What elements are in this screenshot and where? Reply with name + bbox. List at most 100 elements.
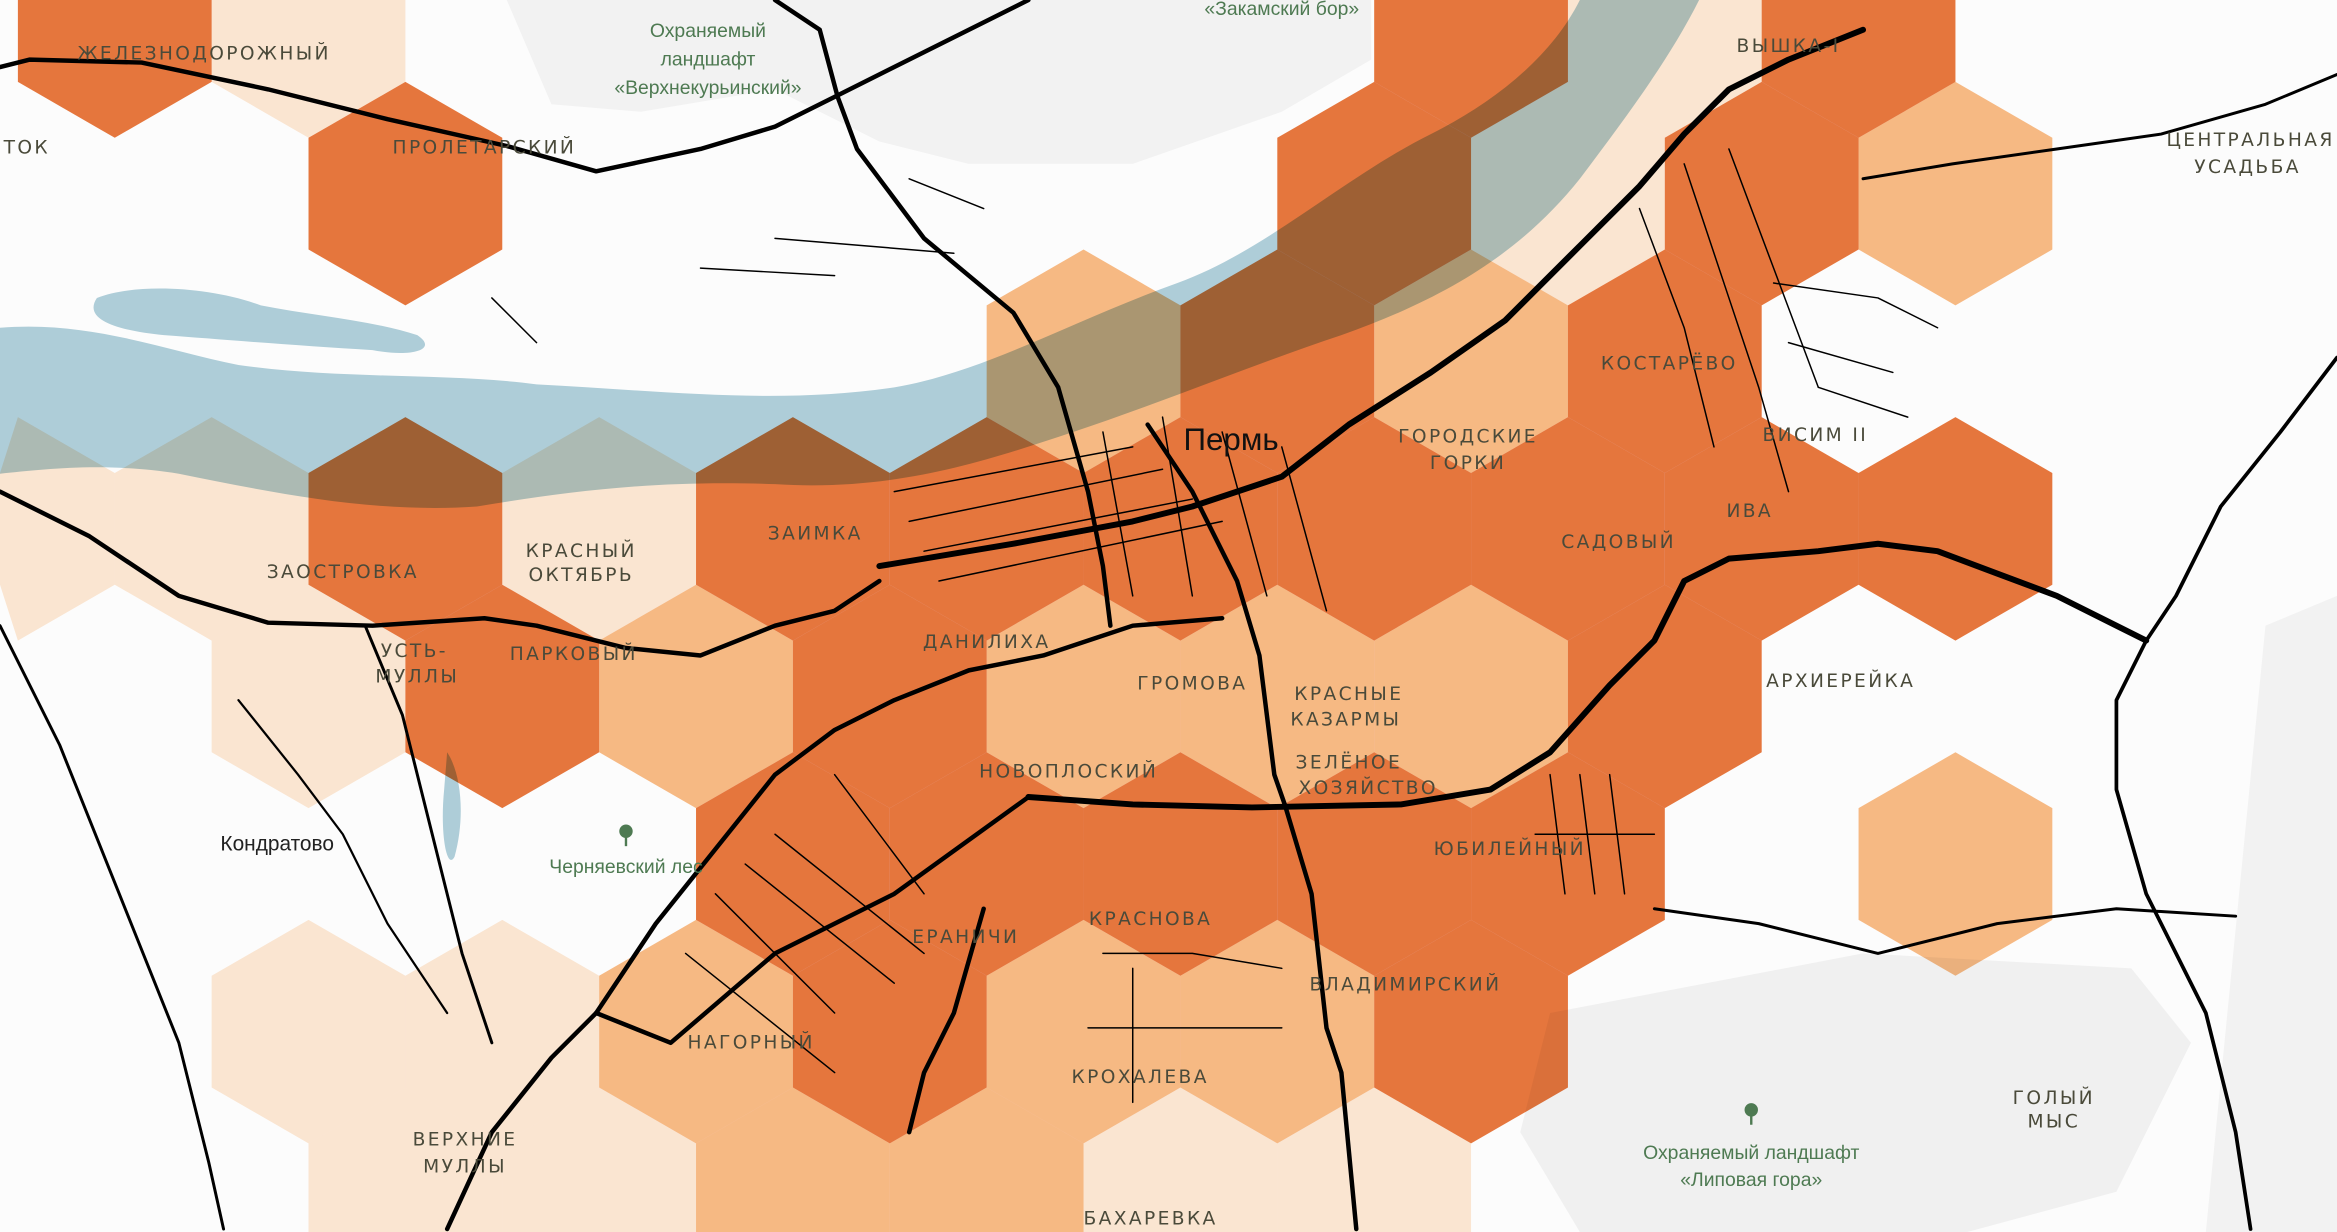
hex-cell-level-3[interactable] <box>696 417 890 641</box>
hex-cell-level-3[interactable] <box>1180 249 1375 473</box>
protected-area-lipovaya <box>1520 953 2191 1232</box>
label-krokhaleva: КРОХАЛЕВА <box>1072 1067 1209 1088</box>
label-zaimka: ЗАИМКА <box>768 523 863 544</box>
hex-cell-level-3[interactable] <box>792 584 987 809</box>
hex-cell-level-3[interactable] <box>1277 417 1472 641</box>
hex-cell-level-2[interactable] <box>1374 584 1568 809</box>
label-goly-2: МЫС <box>2027 1112 2080 1133</box>
tree-icon <box>1744 1103 1758 1125</box>
hex-cell-level-2[interactable] <box>1180 919 1375 1144</box>
hex-cell-level-2[interactable] <box>986 584 1181 809</box>
hex-cell-level-3[interactable] <box>1567 249 1762 473</box>
label-novoplosky: НОВОПЛОСКИЙ <box>979 760 1158 783</box>
label-vyshka: ВЫШКА-I <box>1737 36 1841 57</box>
hex-cell-level-3[interactable] <box>308 81 503 306</box>
hex-cell-level-1[interactable] <box>502 1087 697 1232</box>
hex-cell-level-1[interactable] <box>502 417 697 641</box>
river-lake <box>93 288 426 354</box>
label-verkhnekurinsky-3: «Верхнекурьинский» <box>614 77 801 99</box>
district-labels: ЖЕЛЕЗНОДОРОЖНЫЙ ПРОЛЕТАРСКИЙ ТОК ВЫШКА-I… <box>3 36 2334 1230</box>
protected-area-right <box>2205 595 2337 1232</box>
label-krasny-2: ОКТЯБРЬ <box>528 565 634 586</box>
label-city-perm[interactable]: Пермь <box>1184 422 1279 457</box>
label-gorodskie-1: ГОРОДСКИЕ <box>1398 426 1538 447</box>
label-ust-1: УСТЬ- <box>381 641 448 662</box>
hex-cell-level-1[interactable] <box>211 584 406 809</box>
hex-cell-level-3[interactable] <box>1277 81 1472 306</box>
hex-cell-level-1[interactable] <box>211 919 406 1144</box>
hex-cell-level-2[interactable] <box>599 584 793 809</box>
hex-cell-level-3[interactable] <box>17 0 212 138</box>
label-danilikha: ДАНИЛИХА <box>923 632 1051 653</box>
label-yubileyny: ЮБИЛЕЙНЫЙ <box>1434 837 1586 860</box>
label-vladimirsky: ВЛАДИМИРСКИЙ <box>1310 973 1502 996</box>
label-krasnova: КРАСНОВА <box>1089 909 1212 930</box>
label-verkhnekurinsky-1: Охраняемый <box>650 20 766 42</box>
hex-cell-level-3[interactable] <box>889 417 1084 641</box>
hex-cell-level-2[interactable] <box>889 1087 1084 1232</box>
hex-cell-level-3[interactable] <box>1761 0 1956 138</box>
label-visim: ВИСИМ II <box>1763 425 1869 446</box>
hex-cell-level-2[interactable] <box>1858 752 2053 976</box>
hex-cell-level-3[interactable] <box>1374 919 1568 1144</box>
label-verkhnekurinsky-2: ландшафт <box>661 49 756 71</box>
label-goly-1: ГОЛЫЙ <box>2013 1086 2095 1109</box>
hex-cell-level-3[interactable] <box>1471 417 1665 641</box>
label-kostarevo: КОСТАРЁВО <box>1601 351 1738 374</box>
label-eranichi: ЕРАНИЧИ <box>912 927 1019 948</box>
hex-cell-level-2[interactable] <box>1858 81 2053 306</box>
hex-cell-level-3[interactable] <box>1374 0 1568 138</box>
label-tsentralnaya-2: УСАДЬБА <box>2194 157 2301 178</box>
hex-cell-level-1[interactable] <box>1471 81 1665 306</box>
label-sadovy: САДОВЫЙ <box>1561 530 1676 553</box>
label-lipovaya-1: Охраняемый ландшафт <box>1643 1142 1859 1164</box>
hex-cell-level-2[interactable] <box>1180 584 1375 809</box>
label-lipovaya-2: «Липовая гора» <box>1680 1169 1822 1191</box>
hex-cell-level-2[interactable] <box>696 1087 890 1232</box>
label-zelenoe-1: ЗЕЛЁНОЕ <box>1296 751 1403 774</box>
hex-cell-level-1[interactable] <box>308 1087 503 1232</box>
hex-cell-level-3[interactable] <box>1664 417 1859 641</box>
hex-cell-level-3[interactable] <box>405 584 600 809</box>
label-kazarmy-1: КРАСНЫЕ <box>1294 684 1403 705</box>
label-krasny-1: КРАСНЫЙ <box>526 539 637 562</box>
label-town-kondratovo[interactable]: Кондратово <box>220 833 334 856</box>
label-bakharevka: БАХАРЕВКА <box>1084 1209 1218 1230</box>
label-iva: ИВА <box>1726 501 1773 522</box>
hex-cell-level-3[interactable] <box>792 919 987 1144</box>
label-zakamsky: «Закамский бор» <box>1204 0 1359 20</box>
hex-cell-level-3[interactable] <box>1567 584 1762 809</box>
label-verkhnie-1: ВЕРХНИЕ <box>413 1130 518 1151</box>
hex-cell-level-2[interactable] <box>599 919 793 1144</box>
tree-icon <box>619 824 633 847</box>
label-tok: ТОК <box>3 137 50 158</box>
hex-cell-level-2[interactable] <box>986 249 1181 473</box>
label-ust-2: МУЛЛЫ <box>375 666 459 687</box>
protected-area-verkhnekurinsky <box>506 0 1372 164</box>
kama-river <box>0 0 1700 508</box>
hex-cell-level-1[interactable] <box>0 417 115 641</box>
label-gromova: ГРОМОВА <box>1137 674 1247 695</box>
hex-cell-level-1[interactable] <box>405 919 600 1144</box>
label-chernyaevsky: Черняевский лес <box>549 856 703 878</box>
label-tsentralnaya-1: ЦЕНТРАЛЬНАЯ <box>2166 130 2334 151</box>
label-zheleznodorozhny: ЖЕЛЕЗНОДОРОЖНЫЙ <box>77 42 330 65</box>
hex-cell-level-3[interactable] <box>889 752 1084 976</box>
hex-cell-level-1[interactable] <box>1277 1087 1472 1232</box>
label-verkhnie-2: МУЛЛЫ <box>423 1156 507 1177</box>
label-zelenoe-2: ХОЗЯЙСТВО <box>1298 776 1437 799</box>
label-parkovy: ПАРКОВЫЙ <box>510 642 638 665</box>
label-kazarmy-2: КАЗАРМЫ <box>1290 709 1401 730</box>
hex-cell-level-3[interactable] <box>308 417 503 641</box>
hex-cell-level-1[interactable] <box>1083 1087 1278 1232</box>
label-arkhiereyka: АРХИЕРЕЙКА <box>1766 669 1915 692</box>
label-zaostrovka: ЗАОСТРОВКА <box>267 562 419 583</box>
hex-cell-level-3[interactable] <box>1471 752 1665 976</box>
label-gorodskie-2: ГОРКИ <box>1430 453 1506 474</box>
hex-cell-level-1[interactable] <box>211 0 406 138</box>
label-proletarsky: ПРОЛЕТАРСКИЙ <box>393 135 577 158</box>
label-nagorny: НАГОРНЫЙ <box>687 1031 814 1054</box>
hex-cell-level-3[interactable] <box>1858 417 2053 641</box>
